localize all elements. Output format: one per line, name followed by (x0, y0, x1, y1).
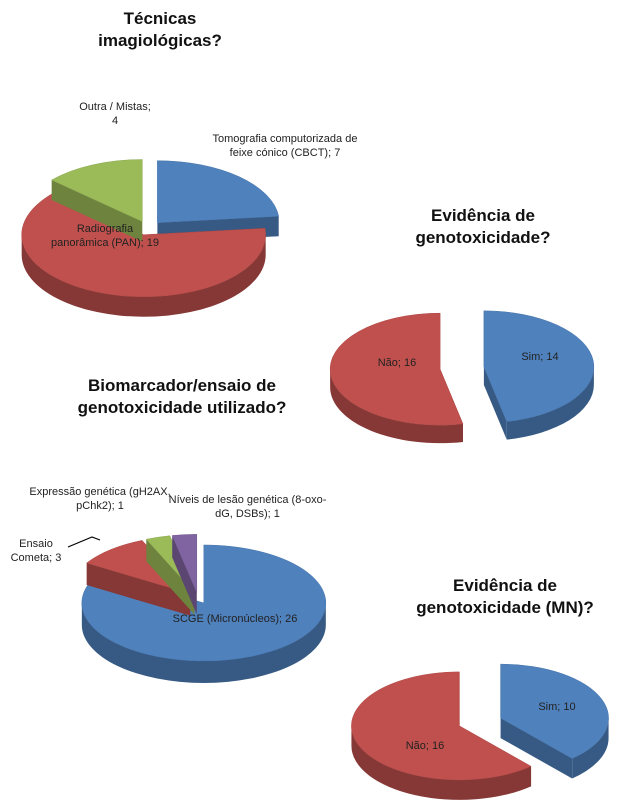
slice-top (171, 534, 198, 593)
category-name: Não (405, 740, 426, 752)
data-label: Radiografia panorâmica (PAN); 19 (50, 222, 160, 251)
separator: ; (140, 237, 147, 250)
slice-wall (500, 718, 573, 779)
chart-title: Evidência de genotoxicidade? (415, 206, 551, 248)
slice-top (351, 671, 532, 781)
separator: ; (540, 351, 547, 363)
data-label: SCGE (Micronúcleos); 26 (130, 612, 340, 626)
data-label: Ensaio Cometa; 3 (0, 537, 72, 566)
chart-title: Técnicas imagiológicas? (98, 9, 222, 51)
category-name: Não (377, 357, 398, 369)
slice-top (21, 192, 266, 297)
data-label: Não; 16 (357, 356, 437, 370)
leader-line (67, 536, 101, 548)
data-label: Expressão genética (gH2AX, pChk2); 1 (25, 485, 175, 514)
category-name: Níveis de lesão genética (8-oxo-dG, DSBs… (168, 494, 327, 521)
separator: ; (397, 357, 405, 369)
data-label: Níveis de lesão genética (8-oxo-dG, DSBs… (165, 493, 330, 522)
value: 16 (404, 357, 417, 369)
separator: ; (557, 701, 564, 713)
value: 1 (273, 508, 280, 521)
value: 19 (146, 237, 160, 250)
slice-wall (86, 562, 191, 616)
slice-top (329, 312, 464, 426)
slice-top (157, 160, 280, 223)
separator: ; (267, 508, 274, 521)
slice-top (51, 159, 143, 222)
separator: ; (49, 552, 56, 565)
separator: ; (425, 740, 433, 752)
category-name: Tomografia computorizada de feixe cónico… (212, 133, 358, 160)
pie-slice (171, 534, 198, 615)
pie-slice (351, 671, 532, 800)
slice-top (500, 663, 609, 759)
separator: ; (278, 613, 286, 625)
data-label: Tomografia computorizada de feixe cónico… (205, 132, 365, 161)
value: 10 (563, 701, 576, 713)
slice-top (483, 310, 595, 422)
chart-title: Biomarcador/ensaio de genotoxicidade uti… (77, 376, 287, 418)
data-label: Sim; 10 (517, 700, 597, 714)
slice-wall (146, 539, 195, 615)
pie-slice (500, 663, 609, 779)
category-name: Sim (521, 351, 541, 363)
separator: ; (147, 101, 151, 113)
slice-wall (172, 535, 197, 615)
slice-side (506, 366, 594, 440)
value: 16 (432, 740, 445, 752)
category-name: SCGE (Micronúcleos) (172, 613, 279, 625)
slice-wall (51, 180, 143, 242)
separator: ; (328, 147, 335, 160)
data-label: Outra / Mistas; 4 (75, 100, 155, 129)
value: 7 (334, 147, 341, 160)
category-name: Sim (538, 701, 558, 713)
category-name: Ensaio Cometa (10, 538, 53, 565)
category-name: Outra / Mistas (79, 101, 148, 113)
category-name: Expressão genética (gH2AX, pChk2) (29, 486, 171, 513)
value: 14 (546, 351, 559, 363)
value: 1 (117, 500, 124, 513)
pie-slice (51, 159, 143, 242)
slice-wall (483, 366, 507, 440)
value: 4 (111, 115, 119, 128)
slice-side (330, 369, 463, 444)
slice-top (81, 544, 327, 662)
category-name: Radiografia panorâmica (PAN) (50, 223, 141, 250)
pie-slice (483, 310, 595, 440)
slice-side (81, 602, 326, 683)
separator: ; (111, 500, 118, 513)
slice-side (351, 725, 532, 800)
data-label: Sim; 14 (500, 350, 580, 364)
data-label: Não; 16 (385, 739, 465, 753)
pie-slice (329, 312, 464, 444)
slice-side (21, 234, 266, 317)
chart-title: Evidência de genotoxicidade (MN)? (416, 576, 594, 618)
pie-slice (21, 192, 266, 317)
value: 3 (55, 552, 62, 565)
value: 26 (285, 613, 298, 625)
